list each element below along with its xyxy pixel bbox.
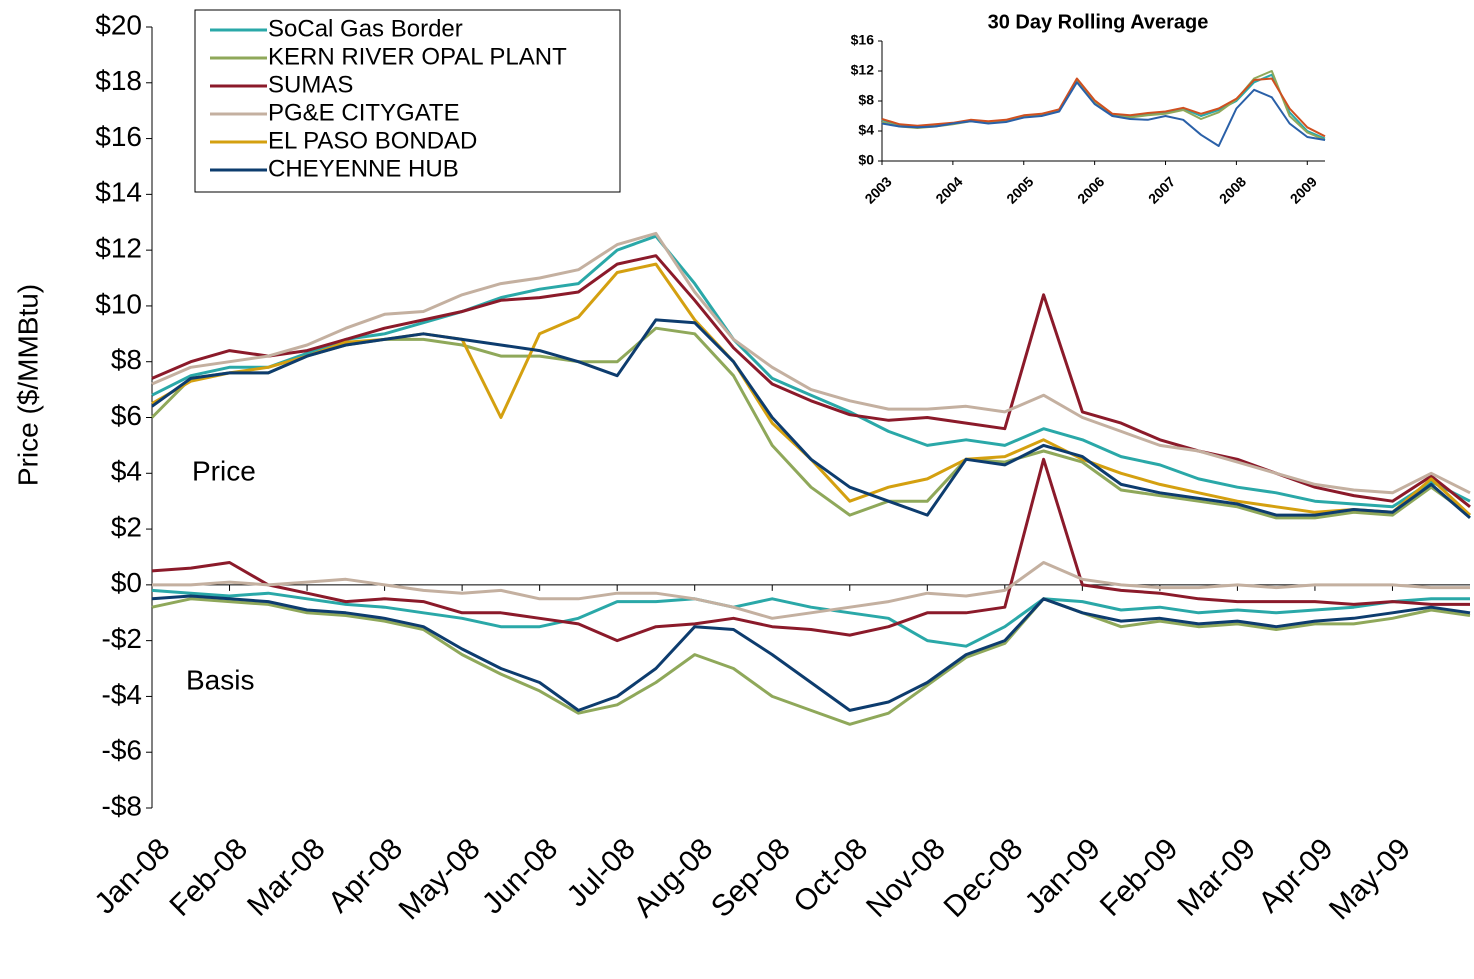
annotation: Price	[192, 455, 256, 486]
legend-label: KERN RIVER OPAL PLANT	[268, 43, 567, 70]
basis-line	[151, 457, 1470, 643]
y-tick-label: -$6	[102, 735, 142, 766]
basis-line	[151, 597, 1471, 726]
x-tick-label: Oct-08	[787, 832, 874, 919]
x-tick-label: Mar-09	[1171, 832, 1262, 923]
y-tick-label: $10	[95, 288, 142, 319]
price-line	[151, 234, 1471, 509]
y-tick-label: -$8	[102, 790, 142, 821]
y-tick-label: $0	[111, 567, 142, 598]
x-tick-label: Sep-08	[705, 832, 797, 924]
y-tick-label: -$2	[102, 623, 142, 654]
basis-line	[151, 594, 1471, 712]
y-tick-label: $16	[95, 121, 142, 152]
y-tick-label: $4	[111, 456, 142, 487]
y-tick-label: $0	[858, 152, 874, 168]
legend-label: SUMAS	[268, 71, 353, 98]
legend-label: SoCal Gas Border	[268, 15, 463, 42]
legend-label: EL PASO BONDAD	[268, 127, 477, 154]
annotation: Basis	[186, 664, 254, 695]
y-tick-label: $12	[95, 233, 142, 264]
y-tick-label: $8	[111, 344, 142, 375]
x-tick-label: Mar-08	[241, 832, 332, 923]
basis-line	[151, 588, 1470, 648]
y-tick-label: $12	[851, 62, 875, 78]
x-tick-label: Nov-08	[860, 832, 952, 924]
x-tick-label: Jan-08	[88, 832, 176, 920]
x-tick-label: May-08	[393, 832, 487, 926]
x-tick-label: Jun-08	[476, 832, 564, 920]
inset-background	[840, 35, 1335, 235]
legend-box	[194, 9, 621, 193]
price-line	[881, 81, 1326, 147]
legend-label: CHEYENNE HUB	[268, 155, 459, 182]
y-tick-label: $8	[858, 92, 874, 108]
price-line	[151, 231, 1471, 495]
x-tick-label: Feb-09	[1094, 832, 1185, 923]
y-tick-label: $18	[95, 65, 142, 96]
y-tick-label: $4	[858, 122, 874, 138]
x-tick-label: Jan-09	[1019, 832, 1107, 920]
x-tick-label: Dec-08	[938, 832, 1030, 924]
y-tick-label: -$4	[102, 679, 142, 710]
price-line	[151, 254, 1471, 508]
x-tick-label: May-09	[1323, 832, 1417, 926]
y-axis-title: Price ($/MMBtu)	[12, 284, 43, 486]
inset-title: 30 Day Rolling Average	[988, 11, 1209, 33]
x-tick-label: Feb-08	[164, 832, 255, 923]
basis-line	[152, 561, 1470, 620]
price-line	[151, 318, 1471, 520]
y-tick-label: $16	[851, 32, 875, 48]
y-tick-label: $6	[111, 400, 142, 431]
y-tick-label: $2	[111, 511, 142, 542]
price-line	[150, 326, 1471, 520]
legend-label: PG&E CITYGATE	[268, 99, 460, 126]
y-tick-label: $14	[95, 177, 142, 208]
x-tick-label: Aug-08	[628, 832, 720, 924]
y-tick-label: $20	[95, 9, 142, 40]
